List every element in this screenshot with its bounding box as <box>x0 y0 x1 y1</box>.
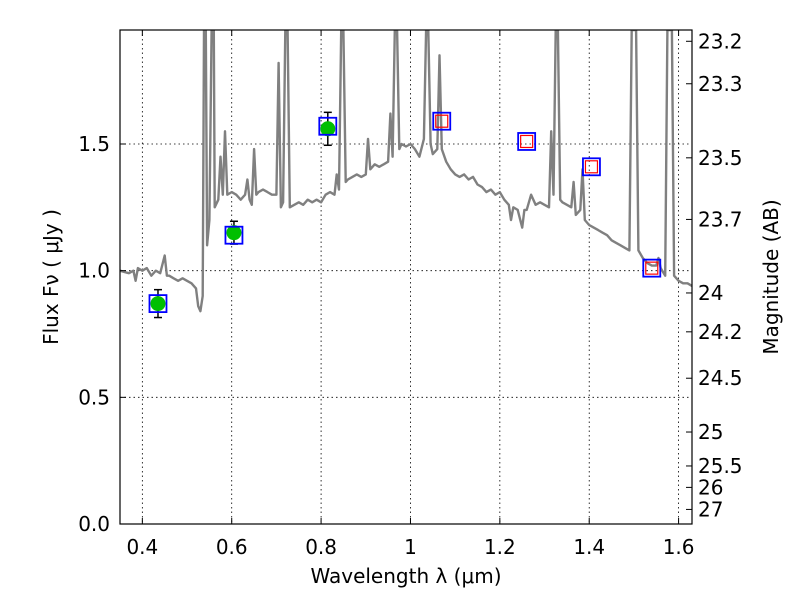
y-tick-label: 0.0 <box>78 512 110 536</box>
right-axis-label-text: Magnitude (AB) <box>759 199 783 354</box>
photometry-point <box>150 296 166 312</box>
y-tick-label: 1.0 <box>78 259 110 283</box>
model-square-blue <box>224 225 244 245</box>
mag-tick-label: 24 <box>698 281 723 305</box>
plot-area <box>120 30 692 319</box>
y-tick-label: 0.5 <box>78 385 110 409</box>
mag-tick-label: 23.3 <box>698 72 743 96</box>
model-square-red <box>584 160 599 174</box>
model-square-red <box>645 261 659 275</box>
model-square-blue <box>582 157 601 177</box>
photometry-point <box>320 121 336 137</box>
model-square-blue <box>148 294 168 314</box>
photometry-point <box>226 225 242 241</box>
mag-tick-label: 25.5 <box>698 454 743 478</box>
mag-tick-label: 27 <box>698 497 723 521</box>
x-tick-label: 0.4 <box>126 535 158 559</box>
mag-tick-label: 23.7 <box>698 207 743 231</box>
ticks: 0.4 0.6 0.8 1 1.2 1.4 1.6 0.0 0.5 1.0 1.5 23.2 23.3 2… <box>78 29 742 559</box>
x-axis-label: Wavelength λ (μm) <box>310 564 501 588</box>
plot-frame <box>119 29 693 525</box>
x-tick-label: 1.2 <box>484 535 516 559</box>
x-axis-label-text: Wavelength λ (μm) <box>310 564 501 588</box>
right-axis-label: Magnitude (AB) <box>759 199 783 354</box>
mag-tick-label: 24.5 <box>698 366 743 390</box>
x-tick-label: 1.4 <box>573 535 605 559</box>
x-tick-label: 1.6 <box>663 535 695 559</box>
x-tick-label: 0.8 <box>305 535 337 559</box>
y-tick-label: 1.5 <box>78 132 110 156</box>
y-axis-label-text: Flux Fν ( μJy ) <box>39 209 63 345</box>
model-square-blue <box>432 111 452 131</box>
x-tick-label: 1 <box>404 535 417 559</box>
model-square-red <box>435 114 449 128</box>
x-tick-label: 0.6 <box>216 535 248 559</box>
model-square-red <box>520 134 534 149</box>
mag-tick-label: 23.2 <box>698 29 743 53</box>
model-square-blue <box>318 116 338 136</box>
model-square-blue <box>517 132 537 151</box>
mag-tick-label: 25 <box>698 420 723 444</box>
mag-tick-label: 24.2 <box>698 320 743 344</box>
mag-tick-label: 23.5 <box>698 146 743 170</box>
model-square-blue <box>642 258 662 278</box>
spectrum-line <box>120 30 692 313</box>
mag-tick-label: 26 <box>698 475 723 499</box>
y-axis-label: Flux Fν ( μJy ) <box>39 209 63 345</box>
